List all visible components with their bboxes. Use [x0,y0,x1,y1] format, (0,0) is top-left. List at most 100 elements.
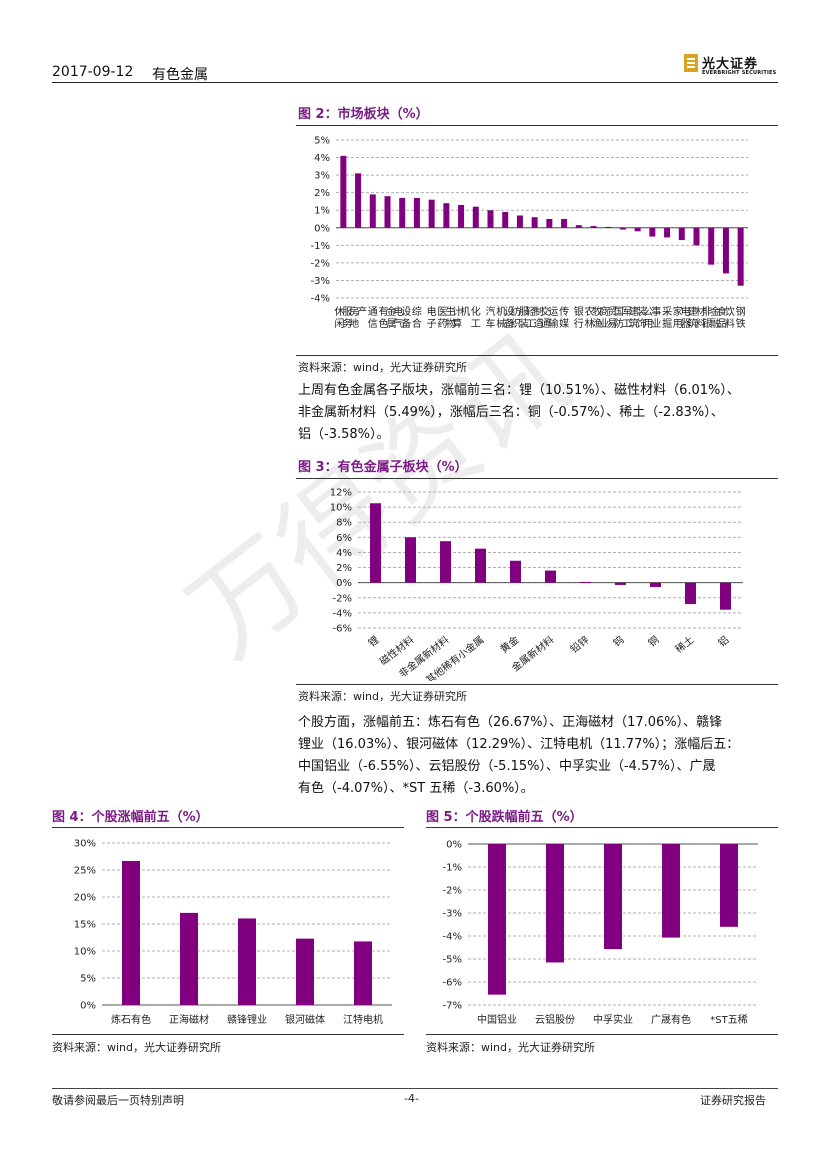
chart-fig2-x-tick-char: 品 [717,318,727,330]
chart-fig3-x-tick-label: 稀土 [673,633,697,656]
chart-fig2-x-tick-char: 军 [622,306,632,318]
chart-fig2-x-tick-char: 装 [519,317,529,330]
chart-fig2-bar [516,215,523,228]
fig3-bottom-rule [296,684,778,685]
chart-fig5-y-tick-label: -6% [443,978,462,989]
chart-fig4-y-tick-label: 30% [74,839,96,850]
chart-fig2-x-tick-char: 设 [504,306,514,318]
chart-fig2-x-tick-char: 非 [702,306,712,318]
chart-fig2-x-tick-char: 综 [412,305,422,318]
chart-fig4-x-tick-label: 江特电机 [343,1013,383,1026]
chart-fig2-x-tick-char: 牧 [593,305,603,318]
chart-fig2-x-tick-char: 渔 [593,318,603,330]
logo-text: 光大证券 [702,57,759,72]
page-number: -4- [404,1092,419,1105]
chart-fig2-bar [722,227,729,274]
chart-fig4-bar [354,941,372,1005]
chart-fig2-bar [355,173,362,228]
chart-fig2-x-tick-char: 银 [574,305,584,318]
chart-fig2-x-tick-char: 国 [614,306,624,318]
chart-fig2-bar [443,203,450,228]
chart-fig2-y-tick-label: 4% [314,153,330,164]
chart-fig2-x-tick-char: 建 [629,305,639,318]
chart-fig4-bar [296,938,314,1005]
chart-fig2-x-tick-char: 备 [504,317,514,330]
chart-fig2-x-tick-char: 算 [452,317,462,330]
chart-fig5-y-tick-label: -1% [443,863,462,874]
chart-fig2-x-tick-char: 运 [548,306,558,318]
para2-line2: 锂业（16.03%）、银河磁体（12.29%）、江特电机（11.77%）；涨幅后… [298,737,740,752]
chart-fig2-x-tick-char: 机 [496,305,506,318]
footer-disclaimer: 敬请参阅最后一页特别声明 [52,1094,184,1107]
chart-fig4-x-tick-label: 银河磁体 [285,1013,325,1026]
chart-fig2-bar [340,155,347,228]
chart-fig2-y-tick-label: 0% [314,223,330,234]
chart-fig2-x-tick-char: 机 [460,305,470,318]
chart-fig2-x-tick-label: 钢铁 [736,305,746,330]
para1-line2: 非金属新材料（5.49%），涨幅后三名：铜（-0.57%）、稀土（-2.83%）… [298,405,724,420]
chart-fig2-x-tick-char: 贸 [607,306,617,318]
fig5-title: 图 5：个股跌幅前五（%） [426,810,583,825]
chart-fig2-x-tick-char: 防 [614,317,624,330]
chart-fig2-x-tick-char: 备 [401,317,411,330]
chart-fig3-x-tick-label: 铝 [716,634,731,650]
chart-fig4-y-tick-label: 5% [80,974,96,985]
chart-fig3-bar [510,560,521,583]
fig2-source: 资料来源：wind，光大证券研究所 [298,361,468,374]
chart-fig2-x-tick-char: 金 [387,305,397,318]
chart-fig2-x-tick-label: 汽车 [486,305,496,330]
chart-fig5-x-tick-label: 广晟有色 [651,1013,691,1026]
chart-fig2-x-tick-char: 饰 [637,317,647,330]
fig4-bottom-rule [52,1034,404,1035]
chart-fig2-x-tick-char: 建 [688,305,698,318]
chart-fig2-x-tick-char: 行 [574,317,584,330]
chart-fig2-bar [458,204,465,228]
chart-fig2-x-tick-char: 轻 [526,305,536,318]
chart-fig4-y-tick-label: 20% [74,893,96,904]
chart-fig2-x-tick-char: 食 [717,305,727,318]
chart-fig2-x-tick-char: 装 [637,305,647,318]
chart-fig2-x-tick-char: 气 [393,317,403,330]
chart-fig2-x-tick-char: 子 [427,318,437,330]
chart-fig2-x-tick-char: 信 [368,318,378,330]
fig5-top-rule [426,827,778,828]
chart-fig2-x-tick-char: 业 [651,318,661,330]
fig3-title: 图 3：有色金属子板块（%） [298,460,468,475]
chart-fig4-bar [238,918,256,1005]
chart-fig2-bar [634,227,641,232]
footer-divider [52,1088,778,1089]
chart-fig2-bar [708,227,715,265]
chart-fig2-bar [590,226,597,228]
chart-fig2-y-tick-label: -1% [311,241,330,252]
chart-fig2-x-tick-char: 通 [540,318,550,330]
chart-fig2-y-tick-label: -3% [311,276,330,287]
fig2-top-rule [296,125,778,126]
chart-fig5-bar [604,844,622,950]
chart-fig2-bar [413,197,420,228]
chart-fig2-x-tick-char: 公 [643,307,653,318]
chart-fig2-x-tick-label: 传媒 [559,306,569,330]
chart-fig2-x-tick-char: 材 [696,305,706,318]
chart-fig2-x-tick-label: 综合 [412,305,422,330]
chart-fig2-x-tick-char: 商 [599,305,609,318]
chart-fig2-y-tick-label: 1% [314,206,330,217]
chart-fig2-x-tick-char: 融 [710,318,720,330]
chart-fig3-x-tick-label: 锂 [366,634,381,650]
chart-fig2-bar [664,227,671,238]
chart-fig2-x-tick-char: 铁 [736,317,746,330]
chart-fig2-bar [737,227,744,286]
chart-fig2-x-tick-char: 计 [452,305,462,318]
chart-fig2-x-tick-char: 用 [673,319,683,330]
chart-fig2-x-tick-char: 务 [342,317,352,330]
chart-fig2-x-tick-char: 业 [599,318,609,330]
chart-fig5-bar [546,844,564,963]
chart-fig2-x-tick-char: 闲 [334,317,344,330]
